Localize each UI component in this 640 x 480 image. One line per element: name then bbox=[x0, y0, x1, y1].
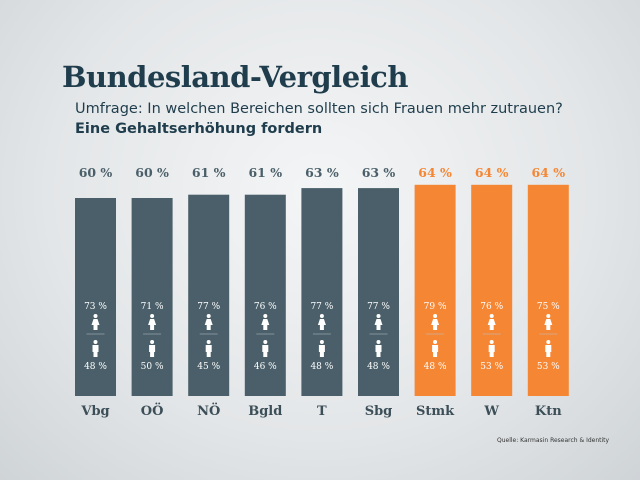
female-icon bbox=[148, 314, 157, 330]
female-value-label: 77 % bbox=[310, 302, 333, 312]
chart-title: Eine Gehaltserhöhung fordern bbox=[75, 121, 323, 137]
female-value-label: 77 % bbox=[367, 302, 390, 312]
category-label: Ktn bbox=[535, 404, 562, 419]
male-value-label: 48 % bbox=[424, 362, 447, 372]
value-label: 61 % bbox=[192, 165, 226, 180]
category-label: Bgld bbox=[248, 404, 282, 419]
male-icon bbox=[432, 340, 439, 357]
male-value-label: 48 % bbox=[367, 362, 390, 372]
bar-Stmk bbox=[414, 184, 456, 396]
female-value-label: 76 % bbox=[254, 302, 277, 312]
category-label: Vbg bbox=[80, 404, 109, 419]
value-label: 63 % bbox=[362, 165, 396, 180]
value-label: 64 % bbox=[475, 165, 509, 180]
male-icon bbox=[92, 340, 99, 357]
male-value-label: 53 % bbox=[480, 362, 503, 372]
male-icon bbox=[375, 340, 382, 357]
male-icon bbox=[205, 340, 212, 357]
bar-Vbg bbox=[75, 198, 116, 396]
page-title: Bundesland-Vergleich bbox=[62, 60, 408, 94]
male-value-label: 45 % bbox=[197, 362, 220, 372]
female-icon bbox=[91, 314, 100, 330]
male-icon bbox=[318, 340, 325, 357]
male-icon bbox=[262, 340, 269, 357]
female-icon bbox=[544, 314, 553, 330]
female-value-label: 77 % bbox=[197, 302, 220, 312]
male-value-label: 53 % bbox=[537, 362, 560, 372]
bar-W bbox=[471, 184, 513, 396]
male-value-label: 50 % bbox=[141, 362, 164, 372]
value-label: 64 % bbox=[418, 165, 452, 180]
female-value-label: 75 % bbox=[537, 302, 560, 312]
value-label: 60 % bbox=[135, 165, 169, 180]
female-value-label: 76 % bbox=[480, 302, 503, 312]
bar-OÖ bbox=[131, 198, 173, 396]
source-note: Quelle: Karmasin Research & Identity bbox=[497, 437, 610, 444]
bar-T bbox=[301, 188, 343, 396]
male-value-label: 48 % bbox=[84, 362, 107, 372]
category-label: Stmk bbox=[416, 404, 455, 419]
value-label: 61 % bbox=[248, 165, 282, 180]
female-icon bbox=[317, 314, 326, 330]
value-label: 63 % bbox=[305, 165, 339, 180]
category-label: T bbox=[317, 404, 327, 419]
male-icon bbox=[488, 340, 495, 357]
bar-NÖ bbox=[188, 194, 230, 396]
value-label: 64 % bbox=[531, 165, 565, 180]
female-value-label: 79 % bbox=[424, 302, 447, 312]
male-value-label: 46 % bbox=[254, 362, 277, 372]
category-label: NÖ bbox=[197, 402, 220, 419]
male-icon bbox=[149, 340, 156, 357]
female-value-label: 71 % bbox=[141, 302, 164, 312]
female-icon bbox=[487, 314, 496, 330]
category-label: W bbox=[483, 404, 499, 419]
category-label: Sbg bbox=[365, 404, 393, 419]
bar-Ktn bbox=[527, 184, 569, 396]
female-icon bbox=[204, 314, 213, 330]
female-icon bbox=[431, 314, 440, 330]
bar-Sbg bbox=[358, 188, 399, 396]
male-icon bbox=[545, 340, 552, 357]
category-label: OÖ bbox=[141, 402, 164, 419]
female-icon bbox=[261, 314, 270, 330]
female-value-label: 73 % bbox=[84, 302, 107, 312]
subtitle: Umfrage: In welchen Bereichen sollten si… bbox=[75, 101, 563, 117]
male-value-label: 48 % bbox=[310, 362, 333, 372]
female-icon bbox=[374, 314, 383, 330]
value-label: 60 % bbox=[79, 165, 113, 180]
bar-Bgld bbox=[244, 194, 286, 396]
